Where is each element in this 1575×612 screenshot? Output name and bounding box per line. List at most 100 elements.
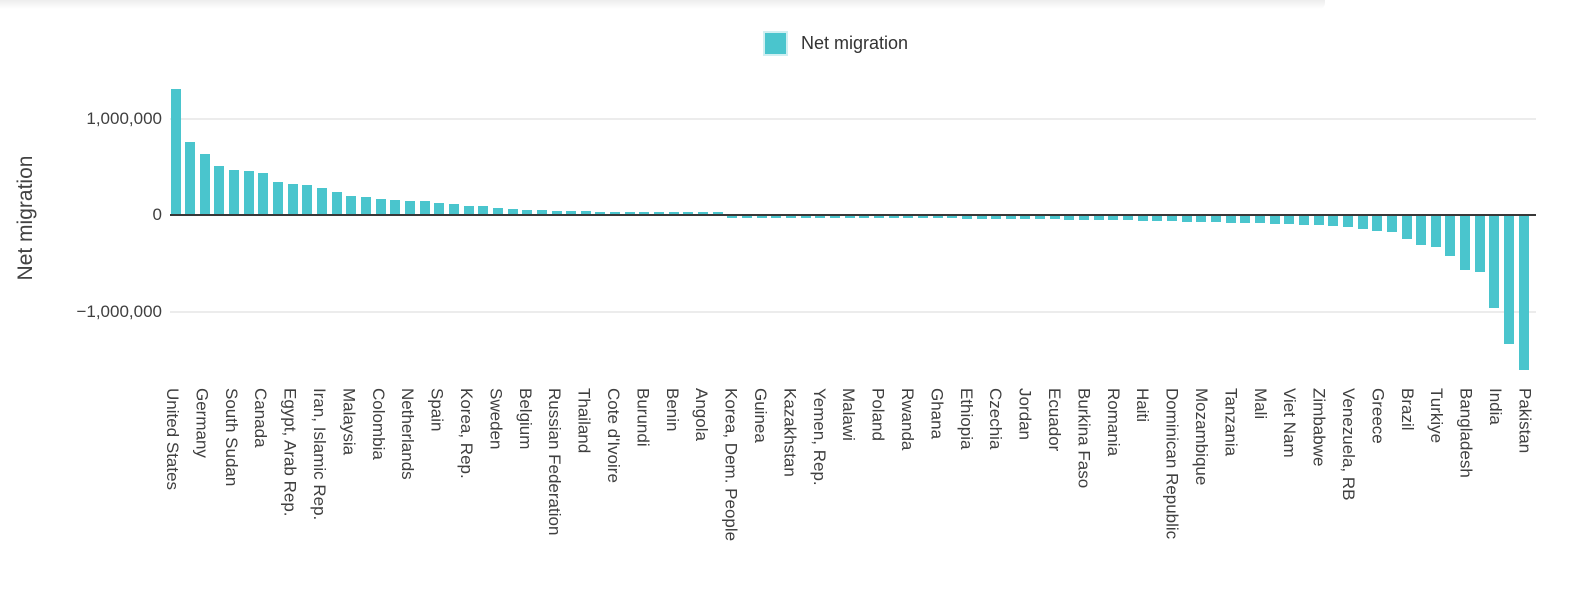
bar-net-migration[interactable] bbox=[580, 211, 591, 214]
bar-net-migration[interactable] bbox=[1372, 216, 1383, 231]
bar-net-migration[interactable] bbox=[1225, 216, 1236, 223]
bar-net-migration[interactable] bbox=[1211, 216, 1221, 223]
bar-net-migration[interactable] bbox=[624, 212, 635, 214]
bar-net-migration[interactable] bbox=[1504, 216, 1515, 345]
bar-net-migration[interactable] bbox=[1357, 216, 1368, 229]
bar-net-migration[interactable] bbox=[404, 200, 415, 214]
bar-net-migration[interactable] bbox=[522, 209, 533, 214]
bar-net-migration[interactable] bbox=[829, 216, 840, 218]
bar-net-migration[interactable] bbox=[1123, 216, 1134, 221]
bar-net-migration[interactable] bbox=[771, 216, 782, 218]
bar-net-migration[interactable] bbox=[1342, 216, 1353, 228]
bar-net-migration[interactable] bbox=[1313, 216, 1324, 226]
bar-net-migration[interactable] bbox=[536, 210, 547, 214]
bar-net-migration[interactable] bbox=[917, 216, 928, 219]
bar-net-migration[interactable] bbox=[873, 216, 884, 218]
bar-net-migration[interactable] bbox=[698, 212, 709, 214]
bar-net-migration[interactable] bbox=[742, 216, 753, 218]
bar-net-migration[interactable] bbox=[1240, 216, 1251, 223]
bar-net-migration[interactable] bbox=[243, 171, 254, 214]
plot-area bbox=[170, 80, 1536, 392]
bar-net-migration[interactable] bbox=[1035, 216, 1046, 220]
bar-net-migration[interactable] bbox=[258, 172, 269, 214]
bar-net-migration[interactable] bbox=[1489, 216, 1500, 308]
bar-net-migration[interactable] bbox=[507, 208, 518, 214]
bar-net-migration[interactable] bbox=[595, 211, 606, 214]
bar-net-migration[interactable] bbox=[566, 211, 577, 214]
bar-net-migration[interactable] bbox=[1049, 216, 1060, 220]
bar-net-migration[interactable] bbox=[1167, 216, 1178, 222]
top-edge-shadow bbox=[0, 0, 1325, 9]
bar-net-migration[interactable] bbox=[302, 185, 313, 214]
bar-net-migration[interactable] bbox=[683, 212, 694, 214]
bar-net-migration[interactable] bbox=[199, 154, 210, 214]
bar-net-migration[interactable] bbox=[1460, 216, 1471, 271]
bar-net-migration[interactable] bbox=[375, 199, 386, 214]
bar-net-migration[interactable] bbox=[273, 182, 284, 214]
bar-net-migration[interactable] bbox=[888, 216, 899, 218]
bar-net-migration[interactable] bbox=[668, 212, 679, 214]
bar-net-migration[interactable] bbox=[346, 195, 357, 214]
bar-net-migration[interactable] bbox=[1430, 216, 1441, 247]
bar-net-migration[interactable] bbox=[1020, 216, 1031, 220]
bar-net-migration[interactable] bbox=[932, 216, 943, 219]
legend-label: Net migration bbox=[801, 33, 909, 53]
bar-net-migration[interactable] bbox=[727, 216, 738, 218]
x-axis-label: Cote d'Ivoire bbox=[604, 388, 623, 483]
bar-net-migration[interactable] bbox=[170, 88, 181, 214]
bar-net-migration[interactable] bbox=[1416, 216, 1427, 245]
bar-net-migration[interactable] bbox=[976, 216, 987, 219]
bar-net-migration[interactable] bbox=[800, 216, 811, 218]
bar-net-migration[interactable] bbox=[1474, 216, 1485, 272]
bar-net-migration[interactable] bbox=[859, 216, 870, 218]
bar-net-migration[interactable] bbox=[1181, 216, 1192, 222]
bar-net-migration[interactable] bbox=[331, 191, 342, 214]
bar-net-migration[interactable] bbox=[1064, 216, 1075, 220]
bar-net-migration[interactable] bbox=[214, 165, 225, 214]
legend-item-net-migration[interactable]: Net migration bbox=[765, 33, 908, 54]
bar-net-migration[interactable] bbox=[991, 216, 1002, 219]
bar-net-migration[interactable] bbox=[961, 216, 972, 219]
bar-net-migration[interactable] bbox=[434, 202, 445, 214]
bar-net-migration[interactable] bbox=[229, 170, 240, 214]
bar-net-migration[interactable] bbox=[1005, 216, 1016, 219]
bar-net-migration[interactable] bbox=[610, 212, 621, 214]
bar-net-migration[interactable] bbox=[287, 184, 298, 214]
bar-net-migration[interactable] bbox=[1445, 216, 1456, 257]
bar-net-migration[interactable] bbox=[1079, 216, 1090, 220]
bar-net-migration[interactable] bbox=[492, 208, 503, 214]
bar-net-migration[interactable] bbox=[185, 141, 196, 214]
bar-net-migration[interactable] bbox=[786, 216, 796, 218]
bar-net-migration[interactable] bbox=[361, 196, 371, 214]
bar-net-migration[interactable] bbox=[419, 201, 430, 214]
bar-net-migration[interactable] bbox=[844, 216, 855, 218]
bar-net-migration[interactable] bbox=[1254, 216, 1265, 224]
bar-net-migration[interactable] bbox=[1328, 216, 1339, 227]
bar-net-migration[interactable] bbox=[1093, 216, 1104, 221]
bar-net-migration[interactable] bbox=[712, 212, 723, 214]
bar-net-migration[interactable] bbox=[1298, 216, 1309, 225]
bar-net-migration[interactable] bbox=[903, 216, 914, 219]
bar-net-migration[interactable] bbox=[1518, 216, 1529, 371]
bar-net-migration[interactable] bbox=[1152, 216, 1163, 221]
bar-net-migration[interactable] bbox=[947, 216, 958, 219]
bar-net-migration[interactable] bbox=[1284, 216, 1295, 225]
bar-net-migration[interactable] bbox=[1386, 216, 1397, 233]
bar-net-migration[interactable] bbox=[654, 212, 665, 214]
bar-net-migration[interactable] bbox=[1196, 216, 1207, 222]
bar-net-migration[interactable] bbox=[639, 212, 650, 214]
x-axis-label: Netherlands bbox=[398, 388, 418, 480]
bar-net-migration[interactable] bbox=[1108, 216, 1119, 221]
bar-net-migration[interactable] bbox=[1401, 216, 1412, 239]
bar-net-migration[interactable] bbox=[1137, 216, 1148, 221]
bar-net-migration[interactable] bbox=[815, 216, 826, 218]
bar-net-migration[interactable] bbox=[478, 206, 489, 214]
bar-net-migration[interactable] bbox=[317, 188, 328, 214]
bar-net-migration[interactable] bbox=[551, 210, 562, 214]
bar-net-migration[interactable] bbox=[756, 216, 767, 218]
bar-net-migration[interactable] bbox=[390, 200, 401, 214]
bar-net-migration[interactable] bbox=[1269, 216, 1280, 224]
bar-net-migration[interactable] bbox=[448, 204, 459, 214]
bar-net-migration[interactable] bbox=[463, 205, 474, 214]
x-axis-label: Bangladesh bbox=[1456, 388, 1476, 478]
